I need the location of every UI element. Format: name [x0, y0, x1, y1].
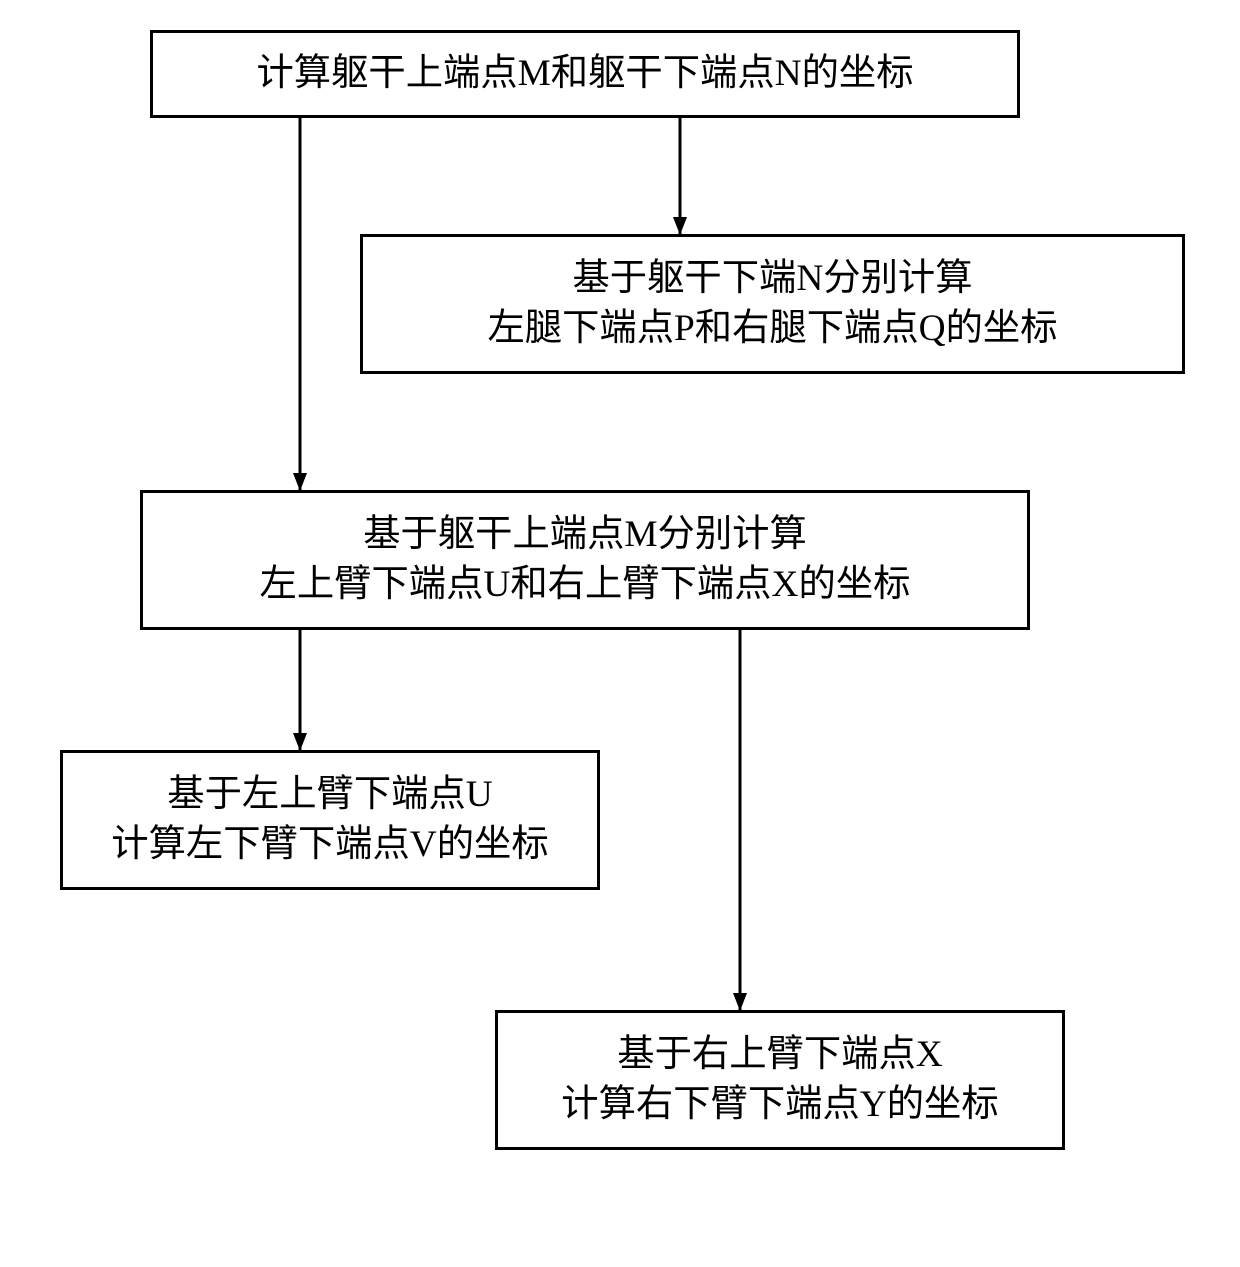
node-text: 基于右上臂下端点X: [617, 1030, 942, 1080]
flow-node-calc-upper-arms-ux: 基于躯干上端点M分别计算 左上臂下端点U和右上臂下端点X的坐标: [140, 490, 1030, 630]
node-text: 计算左下臂下端点V的坐标: [111, 820, 548, 870]
flow-node-calc-trunk-mn: 计算躯干上端点M和躯干下端点N的坐标: [150, 30, 1020, 118]
flow-node-calc-legs-pq: 基于躯干下端N分别计算 左腿下端点P和右腿下端点Q的坐标: [360, 234, 1185, 374]
node-text: 基于躯干上端点M分别计算: [363, 510, 807, 560]
node-text: 计算躯干上端点M和躯干下端点N的坐标: [256, 49, 913, 99]
node-text: 左腿下端点P和右腿下端点Q的坐标: [487, 304, 1057, 354]
node-text: 计算右下臂下端点Y的坐标: [561, 1080, 998, 1130]
flow-node-calc-left-forearm-v: 基于左上臂下端点U 计算左下臂下端点V的坐标: [60, 750, 600, 890]
node-text: 基于躯干下端N分别计算: [572, 254, 972, 304]
node-text: 基于左上臂下端点U: [167, 770, 492, 820]
flow-node-calc-right-forearm-y: 基于右上臂下端点X 计算右下臂下端点Y的坐标: [495, 1010, 1065, 1150]
flowchart-canvas: 计算躯干上端点M和躯干下端点N的坐标 基于躯干下端N分别计算 左腿下端点P和右腿…: [0, 0, 1240, 1267]
node-text: 左上臂下端点U和右上臂下端点X的坐标: [260, 560, 911, 610]
